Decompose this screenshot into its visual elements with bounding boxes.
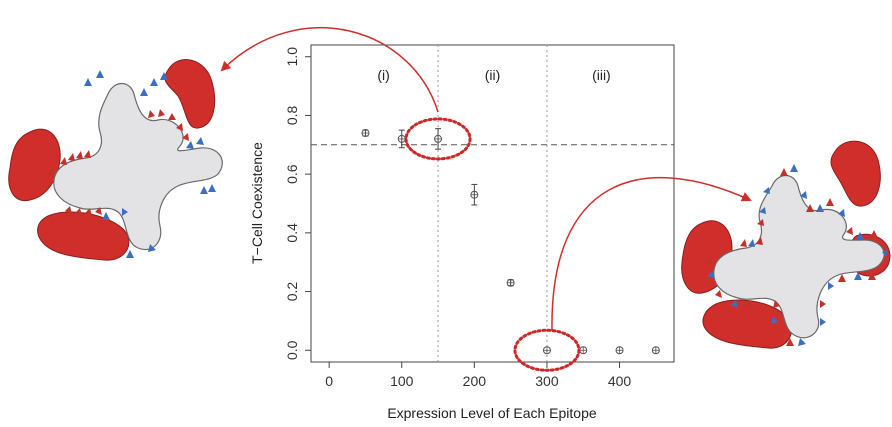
y-tick-label-2: 0.4 [284,223,300,243]
arrow-to-left-cell [220,26,439,113]
region-label-0: (i) [377,67,389,83]
y-tick-label-0: 0.0 [284,340,300,360]
x-axis-label: Expression Level of Each Epitope [387,405,597,421]
highlight-ellipse-1 [513,328,581,372]
x-tick-label-2: 200 [463,373,487,389]
arrows [220,26,752,331]
y-axis-label: T−Cell Coexistence [249,142,265,264]
right-cell-illustration [681,140,891,349]
left-apc-body [53,82,223,251]
right-tcell-top [830,140,881,207]
data-point-8 [651,346,660,355]
data-point-5 [542,346,551,355]
data-point-6 [579,346,588,355]
y-axis: 0.0 0.2 0.4 0.6 0.8 1.0 [284,47,311,360]
data-point-7 [615,346,624,355]
left-epitopes-red [47,109,189,216]
y-tick-label-4: 0.8 [284,106,300,126]
x-axis: 0 100 200 300 400 [325,362,631,389]
highlight-ellipses [404,117,581,372]
region-label-2: (iii) [592,67,611,83]
right-epitopes [705,164,888,346]
left-tcell-top [164,59,216,129]
y-tick-label-5: 1.0 [284,47,300,67]
arrow-to-right-cell [551,176,752,331]
y-tick-label-1: 0.2 [284,282,300,302]
data-point-0 [361,129,370,138]
data-point-3 [470,183,479,206]
plot-area: (i) (ii) (iii) 0.0 0.2 0.4 0.6 0.8 1.0 0 100 200 3… [249,44,675,421]
y-tick-label-3: 0.6 [284,164,300,184]
x-tick-label-4: 400 [608,373,632,389]
left-tcell-left [8,128,61,202]
x-tick-label-0: 0 [325,373,333,389]
region-labels: (i) (ii) (iii) [377,67,610,83]
highlight-ellipse-0 [404,117,472,161]
data-point-1 [397,129,406,149]
x-tick-label-1: 100 [390,373,414,389]
left-cell-illustration [8,59,223,261]
right-tcell-bottom [702,299,792,349]
plot-frame [310,44,675,363]
data-point-4 [506,278,515,287]
left-epitopes-blue [84,70,216,258]
reference-lines [311,45,674,362]
data-points [361,128,660,355]
x-tick-label-3: 300 [535,373,559,389]
data-point-2 [434,128,443,150]
region-label-1: (ii) [485,67,501,83]
right-apc-body [713,174,885,339]
left-tcell-bottom [37,211,130,261]
